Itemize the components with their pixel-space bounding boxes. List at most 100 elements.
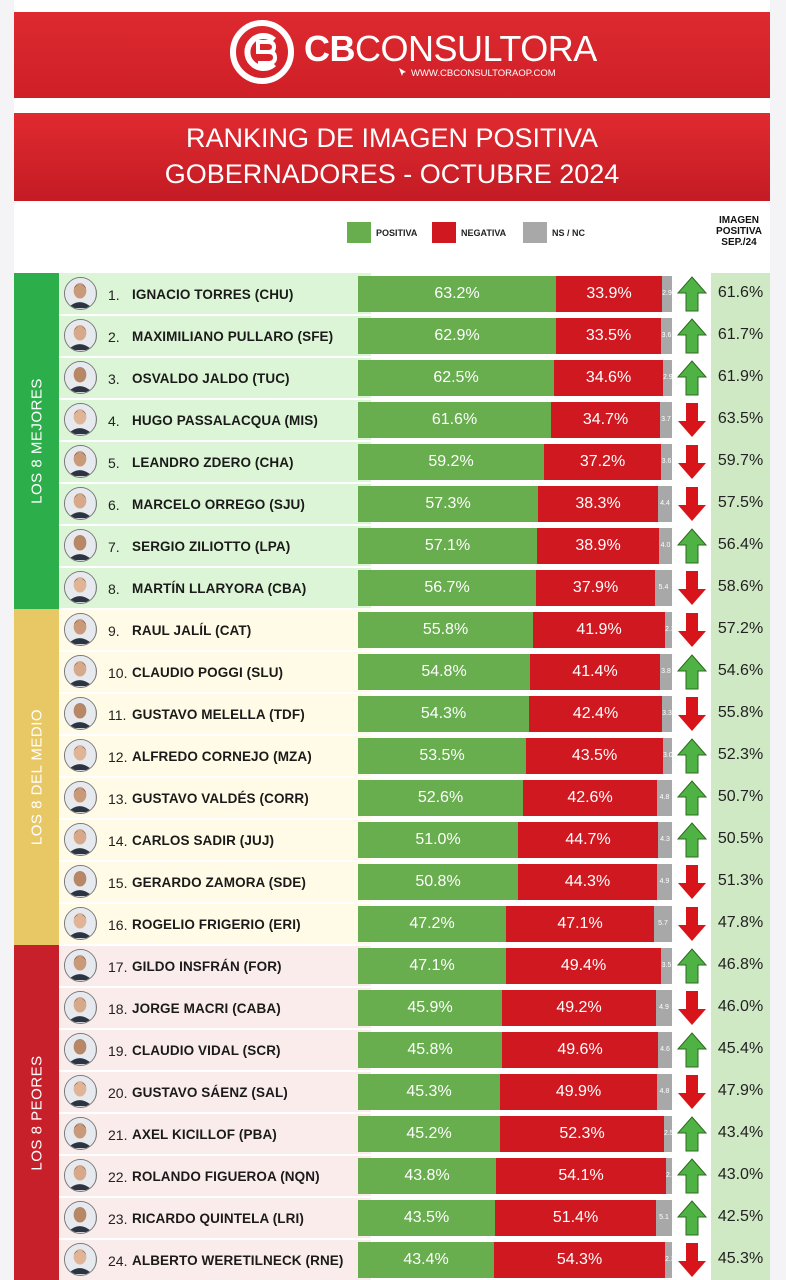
stacked-bar: 57.1% 38.9% 4.0: [358, 528, 672, 564]
governor-name: CLAUDIO VIDAL (SCR): [132, 1043, 281, 1058]
arrow-down-icon: [676, 611, 708, 649]
bar-positive: 51.0%: [358, 822, 518, 858]
table-row: 13. GUSTAVO VALDÉS (CORR) 52.6% 42.6% 4.8 50.…: [14, 777, 770, 819]
arrow-up-icon: [676, 779, 708, 817]
rank-number: 11.: [108, 707, 127, 723]
bar-nsnc: 3.5: [661, 948, 672, 984]
previous-month-value: 56.4%: [717, 536, 764, 553]
bar-negative: 44.3%: [518, 864, 657, 900]
brand-url[interactable]: WWW.CBCONSULTORAOP.COM: [398, 67, 556, 79]
arrow-down-icon: [676, 989, 708, 1027]
group-band: [14, 609, 59, 945]
row-separator: [59, 944, 710, 946]
row-separator: [59, 734, 710, 736]
governor-name: RAUL JALÍL (CAT): [132, 623, 252, 638]
rank-number: 24.: [108, 1253, 128, 1269]
governor-name: GERARDO ZAMORA (SDE): [132, 875, 306, 890]
avatar: [64, 277, 97, 310]
governor-name: GUSTAVO VALDÉS (CORR): [132, 791, 309, 806]
row-separator: [59, 650, 710, 652]
table-row: 8. MARTÍN LLARYORA (CBA) 56.7% 37.9% 5.4 58.6…: [14, 567, 770, 609]
arrow-up-icon: [676, 317, 708, 355]
group-band: [14, 945, 59, 1280]
stacked-bar: 63.2% 33.9% 2.9: [358, 276, 672, 312]
stacked-bar: 54.8% 41.4% 3.8: [358, 654, 672, 690]
avatar: [64, 1033, 97, 1066]
arrow-up-icon: [676, 947, 708, 985]
arrow-down-icon: [676, 443, 708, 481]
bar-nsnc: 5.4: [655, 570, 672, 606]
avatar: [64, 781, 97, 814]
bar-negative: 34.7%: [551, 402, 660, 438]
bar-negative: 54.3%: [494, 1242, 665, 1278]
bar-negative: 49.4%: [506, 948, 661, 984]
legend-negative-swatch: [432, 222, 456, 243]
bar-positive: 45.2%: [358, 1116, 500, 1152]
bar-negative: 51.4%: [495, 1200, 656, 1236]
stacked-bar: 57.3% 38.3% 4.4: [358, 486, 672, 522]
bar-positive: 59.2%: [358, 444, 544, 480]
avatar: [64, 487, 97, 520]
arrow-up-icon: [676, 1157, 708, 1195]
rank-number: 23.: [108, 1211, 128, 1227]
bar-positive: 43.8%: [358, 1158, 496, 1194]
rank-number: 15.: [108, 875, 128, 891]
table-row: 22.ROLANDO FIGUEROA (NQN)43.8%54.1%2.143…: [14, 1155, 770, 1197]
bar-positive: 45.9%: [358, 990, 502, 1026]
table-row: 20. GUSTAVO SÁENZ (SAL) 45.3% 49.9% 4.8 47.9%: [14, 1071, 770, 1113]
avatar: [64, 571, 97, 604]
row-separator: [59, 776, 710, 778]
previous-month-value: 43.0%: [717, 1166, 764, 1183]
previous-month-value: 42.5%: [717, 1208, 764, 1225]
previous-month-value: 46.8%: [717, 956, 764, 973]
governor-name: MAXIMILIANO PULLARO (SFE): [132, 329, 334, 344]
previous-month-value: 59.7%: [717, 452, 764, 469]
rank-number: 8.: [108, 581, 120, 597]
previous-month-value: 57.5%: [717, 494, 764, 511]
bar-negative: 42.4%: [529, 696, 662, 732]
bar-negative: 42.6%: [523, 780, 657, 816]
avatar: [64, 655, 97, 688]
previous-month-value: 61.7%: [717, 326, 764, 343]
stacked-bar: 47.2% 47.1% 5.7: [358, 906, 672, 942]
bar-nsnc: 2.3: [665, 612, 672, 648]
governor-name: HUGO PASSALACQUA (MIS): [132, 413, 318, 428]
governor-name: GUSTAVO MELELLA (TDF): [132, 707, 305, 722]
rank-number: 18.: [108, 1001, 128, 1017]
bar-positive: 62.9%: [358, 318, 556, 354]
bar-nsnc: 2.9: [663, 360, 672, 396]
stacked-bar: 43.8%54.1%2.1: [358, 1158, 672, 1194]
rank-number: 2.: [108, 329, 120, 345]
previous-month-value: 58.6%: [717, 578, 764, 595]
stacked-bar: 54.3% 42.4% 3.3: [358, 696, 672, 732]
avatar: [64, 823, 97, 856]
avatar: [64, 697, 97, 730]
stacked-bar: 59.2% 37.2% 3.6: [358, 444, 672, 480]
avatar: [64, 907, 97, 940]
previous-month-value: 43.4%: [717, 1124, 764, 1141]
rank-number: 7.: [108, 539, 120, 555]
brand-url-text: WWW.CBCONSULTORAOP.COM: [411, 68, 556, 79]
governor-name: JORGE MACRI (CABA): [132, 1001, 281, 1016]
bar-negative: 54.1%: [496, 1158, 666, 1194]
row-separator: [59, 608, 710, 610]
legend-positive-swatch: [347, 222, 371, 243]
table-row: 7. SERGIO ZILIOTTO (LPA) 57.1% 38.9% 4.0 56.4…: [14, 525, 770, 567]
rank-number: 14.: [108, 833, 128, 849]
legend-positive-label: POSITIVA: [376, 228, 418, 238]
bar-positive: 50.8%: [358, 864, 518, 900]
brand-name: CBCONSULTORA: [304, 28, 597, 69]
row-separator: [59, 314, 710, 316]
legend-negative-label: NEGATIVA: [461, 228, 507, 238]
previous-month-value: 61.9%: [717, 368, 764, 385]
row-separator: [59, 1070, 710, 1072]
bar-nsnc: 4.9: [657, 864, 672, 900]
stacked-bar: 43.4%54.3%2.3: [358, 1242, 672, 1278]
governor-name: CLAUDIO POGGI (SLU): [132, 665, 284, 680]
rank-number: 12.: [108, 749, 128, 765]
arrow-up-icon: [676, 1031, 708, 1069]
bar-negative: 37.9%: [536, 570, 655, 606]
bar-negative: 33.9%: [556, 276, 662, 312]
previous-month-value: 54.6%: [717, 662, 764, 679]
